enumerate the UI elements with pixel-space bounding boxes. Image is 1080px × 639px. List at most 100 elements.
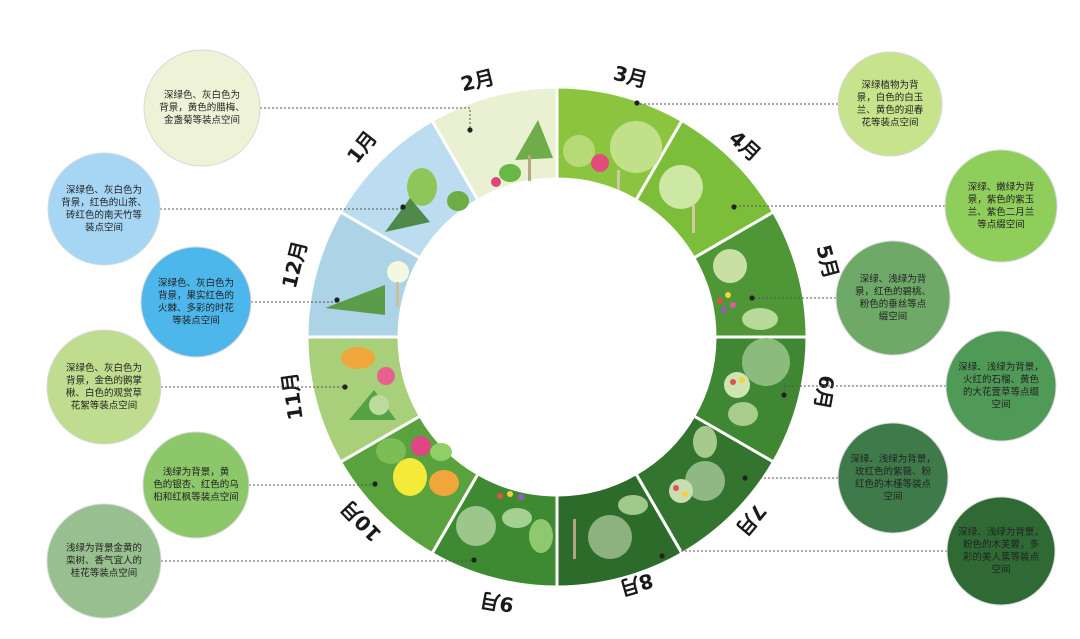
plant-shape <box>685 461 725 501</box>
leader-line-feb <box>260 107 471 130</box>
anchor-dot-sep <box>471 557 477 563</box>
plant-shape <box>721 307 727 313</box>
note-line: 金盏菊等装点空间 <box>164 114 240 126</box>
note-line: 红色的木槿等装点 <box>855 478 932 490</box>
anchor-dot-oct <box>372 481 378 487</box>
anchor-dot-feb <box>467 127 473 133</box>
month-sectors <box>305 85 809 589</box>
note-line: 花絮等装点空间 <box>71 399 138 411</box>
note-line: 深绿色、灰白色为 <box>158 277 234 289</box>
plant-shape <box>429 470 459 496</box>
note-line: 桂花等装点空间 <box>71 567 138 579</box>
note-line: 空间 <box>991 398 1010 410</box>
month-label-sep: 9月 <box>478 588 516 618</box>
plant-shape <box>430 443 452 461</box>
leader-line-aug <box>661 550 947 556</box>
plant-shape <box>725 292 731 298</box>
plant-shape <box>739 377 745 383</box>
leader-line-mar <box>636 103 838 105</box>
note-line: 粉色的木芙蓉，多 <box>963 538 1039 550</box>
anchor-dot-aug <box>659 553 665 559</box>
note-bubble-oct <box>142 431 250 539</box>
month-label-jan: 1月 <box>342 126 382 168</box>
plant-shape <box>502 508 532 528</box>
plant-shape <box>385 198 430 232</box>
note-line: 栾树、香气宜人的 <box>66 555 142 567</box>
plant-shape <box>717 298 723 304</box>
plant-shape <box>617 170 620 190</box>
note-line: 浅绿为背景，黄 <box>163 466 230 478</box>
note-line: 空间 <box>991 563 1010 575</box>
plant-shape <box>491 177 501 187</box>
plant-shape <box>387 261 409 283</box>
note-line: 兰、紫色二月兰 <box>968 206 1035 218</box>
note-line: 玫红色的紫薇、粉 <box>855 465 932 477</box>
plant-shape <box>742 308 778 330</box>
note-line: 深绿色、灰白色为 <box>66 362 142 374</box>
plant-shape <box>497 493 503 499</box>
plant-shape <box>396 282 399 307</box>
note-line: 深绿、浅绿为背景， <box>850 453 936 465</box>
note-line: 兰、黄色的迎春 <box>857 104 924 116</box>
leader-lines <box>160 100 947 563</box>
leader-line-jun <box>783 385 946 395</box>
note-line: 楸、白色的观赏草 <box>66 387 142 399</box>
plant-shape <box>610 121 662 173</box>
note-line: 背景，黄色的腊梅、 <box>159 102 245 114</box>
plant-shape <box>456 506 496 546</box>
month-label-dec: 12月 <box>277 239 312 291</box>
plant-shape <box>730 302 736 308</box>
note-bubble-jun <box>945 330 1057 442</box>
note-line: 色的银杏、红色的乌 <box>153 479 239 491</box>
note-line: 景，紫色的紫玉 <box>968 193 1035 205</box>
note-bubble-apr <box>944 149 1058 263</box>
note-line: 背景，金色的鹅掌 <box>66 374 142 386</box>
anchor-dot-jan <box>400 204 406 210</box>
plant-shape <box>499 164 521 182</box>
note-line: 深绿色、灰白色为 <box>164 89 240 101</box>
plant-shape <box>515 120 553 160</box>
note-bubble-aug <box>946 496 1056 606</box>
month-label-nov: 11月 <box>277 371 307 422</box>
month-label-feb: 2月 <box>458 65 497 96</box>
plant-shape <box>563 135 595 167</box>
note-bubble-mar <box>837 51 943 157</box>
anchor-dot-dec <box>334 297 340 303</box>
note-bubbles: 深绿色、灰白色为背景，黄色的腊梅、金盏菊等装点空间深绿色、灰白色为背景，红色的山… <box>46 49 1058 619</box>
note-line: 深绿、浅绿为背景， <box>958 526 1044 538</box>
month-label-may: 5月 <box>811 242 843 281</box>
note-bubble-may <box>835 240 951 356</box>
plant-shape <box>325 285 385 315</box>
note-line: 深绿、浅绿为背景， <box>958 361 1044 373</box>
anchor-dot-jun <box>781 392 787 398</box>
plant-shape <box>730 379 736 385</box>
anchor-dot-mar <box>634 100 640 106</box>
plant-shape <box>724 372 750 398</box>
plant-shape <box>742 338 790 386</box>
note-line: 火棘、多彩的时花 <box>158 302 235 314</box>
plant-shape <box>659 165 703 209</box>
plant-shape <box>529 519 553 553</box>
plant-shape <box>588 515 632 559</box>
plant-shape <box>728 402 758 426</box>
note-line: 花等装点空间 <box>861 116 918 128</box>
note-bubble-feb <box>143 49 261 167</box>
note-line: 深绿色、灰白色为 <box>66 184 142 196</box>
plant-shape <box>528 155 531 181</box>
plant-shape <box>518 494 524 500</box>
plant-shape <box>377 367 395 385</box>
plant-shape <box>507 491 513 497</box>
plant-shape <box>376 438 406 464</box>
plant-shape <box>393 458 427 496</box>
plant-shape <box>573 519 576 559</box>
note-line: 景，白色的白玉 <box>857 91 924 103</box>
